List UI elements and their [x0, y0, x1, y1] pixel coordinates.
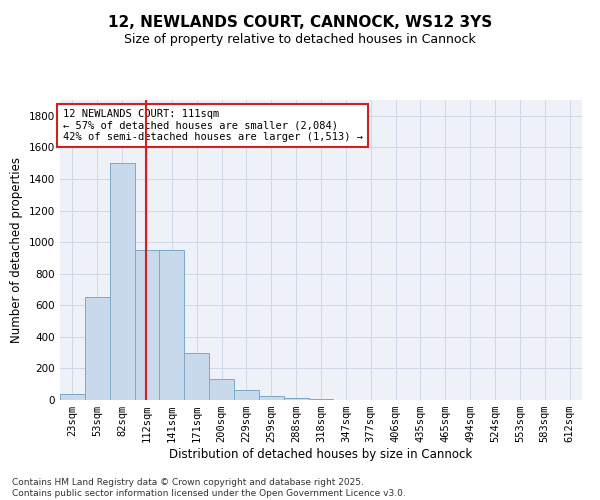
Bar: [134, 250, 160, 400]
Text: 12 NEWLANDS COURT: 111sqm
← 57% of detached houses are smaller (2,084)
42% of se: 12 NEWLANDS COURT: 111sqm ← 57% of detac…: [62, 109, 362, 142]
Y-axis label: Number of detached properties: Number of detached properties: [10, 157, 23, 343]
Bar: [85, 298, 110, 400]
Bar: [60, 394, 85, 400]
Bar: [308, 399, 334, 400]
Text: Size of property relative to detached houses in Cannock: Size of property relative to detached ho…: [124, 32, 476, 46]
X-axis label: Distribution of detached houses by size in Cannock: Distribution of detached houses by size …: [169, 448, 473, 461]
Bar: [184, 354, 209, 400]
Bar: [110, 163, 134, 400]
Bar: [284, 398, 308, 400]
Bar: [160, 250, 184, 400]
Bar: [234, 390, 259, 400]
Bar: [259, 396, 284, 400]
Bar: [209, 380, 234, 400]
Text: 12, NEWLANDS COURT, CANNOCK, WS12 3YS: 12, NEWLANDS COURT, CANNOCK, WS12 3YS: [108, 15, 492, 30]
Text: Contains HM Land Registry data © Crown copyright and database right 2025.
Contai: Contains HM Land Registry data © Crown c…: [12, 478, 406, 498]
